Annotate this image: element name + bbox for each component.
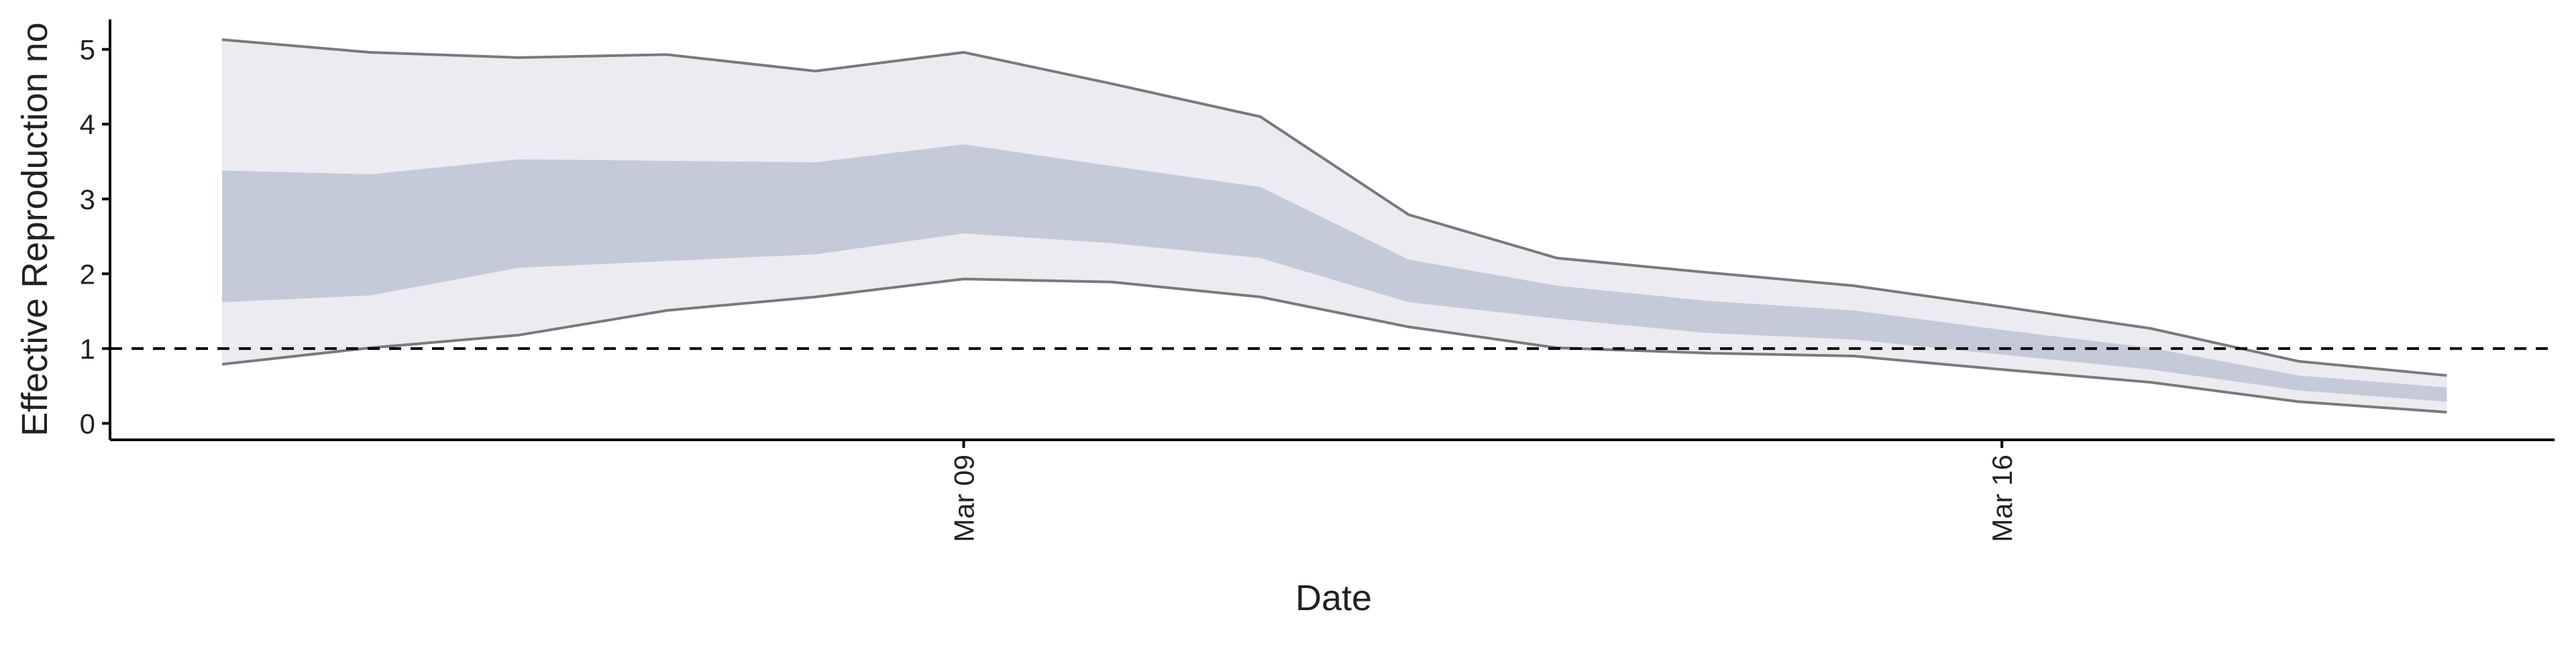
outer-bound-line	[221, 38, 2447, 377]
x-tick-label: Mar 16	[1986, 455, 2018, 542]
y-tick-label: 0	[80, 408, 95, 439]
y-tick-label: 3	[80, 184, 95, 215]
y-tick-label: 1	[80, 333, 95, 365]
x-axis-title: Date	[1295, 578, 1372, 618]
y-tick-label: 5	[80, 34, 95, 66]
y-axis-title: Effective Reproduction no	[15, 22, 55, 436]
x-tick-label: Mar 09	[949, 455, 980, 542]
y-tick-label: 2	[80, 258, 95, 290]
y-tick-label: 4	[80, 109, 95, 140]
outer-bound-line	[221, 278, 2447, 414]
inner-band	[222, 144, 2447, 402]
